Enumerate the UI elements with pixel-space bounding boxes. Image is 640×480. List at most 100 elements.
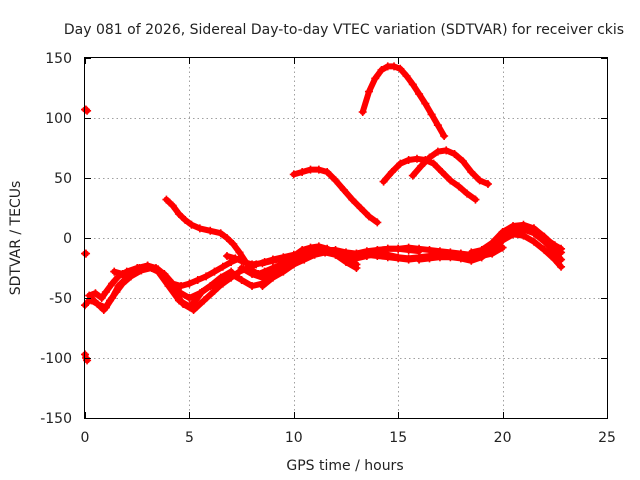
data-point-arc-17-10 (421, 99, 430, 108)
data-point-arc-06-11 (179, 300, 188, 308)
data-point-arc-10-3 (248, 260, 257, 269)
data-point-arc-18-4 (412, 154, 421, 163)
data-point-arc-16-1 (298, 168, 307, 176)
data-point-arc-19-3 (433, 147, 442, 156)
data-point-arc-19-7 (467, 168, 476, 176)
data-point-arc-17-11 (427, 110, 436, 119)
y-tick-label-5: 100 (45, 111, 72, 127)
data-point-arc-20-17 (540, 246, 549, 254)
data-point-arc-07-9 (185, 279, 194, 288)
data-point-arc-20-3 (394, 254, 403, 263)
data-point-arc-08-4 (187, 220, 196, 229)
data-point-arc-19-1 (417, 162, 426, 170)
data-point-arc-18-1 (387, 168, 396, 176)
data-point-arc-14-0 (268, 255, 277, 264)
data-point-arc-14-2 (289, 250, 298, 259)
data-point-arc-09-1 (218, 279, 227, 288)
series-trace-arc-19 (409, 147, 491, 187)
data-point-arc-23-7 (540, 234, 549, 242)
data-point-arc-08-3 (181, 216, 190, 224)
data-point-arc-23-4 (509, 222, 518, 230)
data-point-arc-06-13 (200, 296, 209, 305)
data-point-arc-17-12 (433, 121, 442, 130)
data-point-arc-17-0 (358, 108, 367, 116)
data-point-arc-05-4 (108, 279, 117, 288)
series-arc-19 (408, 146, 492, 188)
data-point-arc-12-1 (248, 270, 257, 278)
data-point-arc-05-1 (91, 289, 100, 298)
data-point-arc-13-10 (352, 264, 361, 272)
series-arc-07 (110, 254, 244, 290)
data-point-arc-07-13 (218, 262, 227, 271)
data-point-arc-08-1 (168, 201, 177, 210)
data-point-arc-18-11 (471, 195, 480, 204)
x-tick-label-5: 25 (598, 430, 616, 446)
data-point-arc-06-0 (87, 296, 96, 305)
data-point-arc-17-1 (364, 87, 373, 96)
data-point-arc-19-2 (425, 153, 434, 162)
data-point-arc-08-8 (222, 234, 231, 242)
data-point-arc-07-10 (193, 276, 202, 284)
series-arc-02 (81, 249, 91, 258)
data-point-arc-07-5 (151, 264, 160, 272)
series-arc-03 (81, 350, 92, 365)
y-tick-label-6: 150 (45, 51, 72, 67)
data-point-arc-18-8 (446, 176, 455, 185)
data-point-arc-16-9 (364, 212, 373, 221)
data-point-arc-15-3 (321, 248, 330, 257)
data-point-arc-18-0 (379, 177, 388, 186)
data-point-arc-12-0 (237, 264, 246, 272)
series-arc-17 (358, 62, 449, 140)
data-point-arc-14-12 (394, 244, 403, 253)
data-point-arc-23-3 (498, 228, 507, 236)
data-point-arc-07-11 (202, 272, 211, 281)
data-point-arc-05-13 (195, 289, 204, 298)
y-tick-label-1: -100 (40, 351, 72, 367)
data-point-arc-05-15 (216, 273, 225, 282)
data-point-arc-20-2 (383, 253, 392, 262)
data-point-arc-06-5 (118, 279, 127, 288)
data-point-arc-07-4 (143, 261, 152, 270)
data-point-arc-20-16 (529, 237, 538, 246)
data-point-arc-17-7 (402, 72, 411, 80)
data-point-arc-05-12 (185, 294, 194, 302)
y-tick-label-2: -50 (49, 291, 72, 307)
data-point-arc-09-0 (210, 284, 219, 293)
data-point-arc-17-9 (415, 90, 424, 98)
data-point-arc-07-7 (168, 279, 177, 288)
data-point-arc-07-1 (118, 270, 127, 278)
data-point-arc-05-3 (101, 288, 110, 296)
data-point-arc-06-3 (106, 296, 115, 305)
data-point-arc-15-20 (498, 243, 507, 252)
series-trace-arc-23 (468, 221, 565, 256)
data-point-arc-23-2 (488, 238, 497, 247)
data-point-arc-21-14 (557, 255, 566, 264)
data-point-arc-23-8 (550, 241, 559, 250)
data-point-arc-16-5 (331, 176, 340, 185)
data-point-arc-16-0 (289, 170, 298, 179)
data-point-arc-16-6 (339, 186, 348, 194)
data-point-arc-13-0 (258, 282, 267, 290)
series-arc-16 (289, 165, 382, 227)
data-point-arc-21-0 (415, 255, 424, 264)
data-point-arc-18-9 (454, 182, 463, 191)
data-point-arc-14-13 (404, 243, 413, 252)
data-point-arc-22-0 (446, 250, 455, 259)
data-point-arc-17-3 (377, 66, 386, 74)
data-point-arc-15-4 (331, 249, 340, 258)
data-point-arc-16-10 (373, 218, 382, 227)
data-point-arc-17-8 (408, 80, 417, 89)
data-point-arc-12-2 (258, 273, 267, 282)
chart-title: Day 081 of 2026, Sidereal Day-to-day VTE… (64, 22, 624, 38)
y-tick-label-0: -150 (40, 411, 72, 427)
series-trace-arc-18 (380, 155, 479, 203)
data-point-arc-20-0 (362, 250, 371, 259)
x-axis-label: GPS time / hours (286, 458, 403, 474)
data-point-arc-08-7 (216, 229, 225, 238)
data-point-arc-21-2 (435, 253, 444, 262)
data-point-arc-23-1 (477, 246, 486, 254)
data-point-arc-15-2 (310, 250, 319, 259)
data-series-group (81, 62, 566, 365)
series-arc-01 (81, 105, 92, 115)
